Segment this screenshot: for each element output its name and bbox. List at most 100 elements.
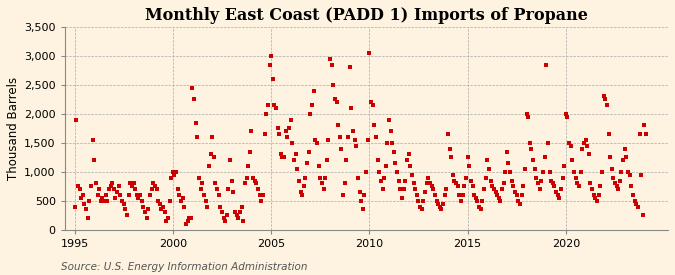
Point: [428, 187, 439, 191]
Point: [589, 193, 599, 197]
Point: [495, 199, 506, 203]
Point: [574, 184, 585, 188]
Point: [279, 155, 290, 160]
Point: [481, 175, 491, 180]
Point: [200, 199, 211, 203]
Point: [240, 181, 250, 186]
Point: [261, 112, 271, 116]
Point: [475, 207, 486, 212]
Point: [457, 193, 468, 197]
Point: [466, 178, 477, 183]
Point: [72, 184, 83, 188]
Point: [569, 170, 580, 174]
Point: [397, 196, 408, 200]
Point: [431, 199, 442, 203]
Point: [605, 155, 616, 160]
Point: [425, 181, 435, 186]
Point: [198, 193, 209, 197]
Point: [212, 187, 223, 191]
Point: [290, 152, 301, 157]
Point: [153, 199, 163, 203]
Point: [169, 172, 180, 177]
Text: Source: U.S. Energy Information Administration: Source: U.S. Energy Information Administ…: [61, 262, 307, 272]
Point: [433, 202, 443, 206]
Point: [493, 196, 504, 200]
Point: [133, 196, 144, 200]
Point: [305, 112, 316, 116]
Point: [238, 219, 248, 223]
Point: [159, 210, 170, 214]
Point: [383, 117, 394, 122]
Point: [209, 155, 219, 160]
Point: [336, 146, 347, 151]
Point: [292, 167, 302, 171]
Y-axis label: Thousand Barrels: Thousand Barrels: [7, 77, 20, 180]
Point: [236, 204, 247, 209]
Point: [207, 135, 217, 139]
Point: [380, 164, 391, 168]
Point: [514, 202, 525, 206]
Point: [122, 213, 132, 218]
Point: [623, 170, 634, 174]
Point: [221, 213, 232, 218]
Point: [148, 181, 159, 186]
Point: [448, 172, 458, 177]
Point: [464, 164, 475, 168]
Point: [362, 138, 373, 142]
Point: [618, 158, 628, 163]
Point: [341, 158, 352, 163]
Title: Monthly East Coast (PADD 1) Imports of Propane: Monthly East Coast (PADD 1) Imports of P…: [145, 7, 588, 24]
Point: [254, 193, 265, 197]
Point: [505, 170, 516, 174]
Point: [366, 100, 377, 104]
Point: [518, 184, 529, 188]
Point: [272, 126, 283, 131]
Point: [144, 193, 155, 197]
Point: [352, 175, 363, 180]
Point: [429, 193, 440, 197]
Point: [583, 152, 594, 157]
Point: [467, 184, 478, 188]
Point: [545, 178, 556, 183]
Point: [479, 187, 489, 191]
Point: [138, 204, 148, 209]
Point: [110, 196, 121, 200]
Point: [405, 164, 416, 168]
Point: [556, 187, 566, 191]
Point: [620, 146, 630, 151]
Point: [298, 184, 309, 188]
Point: [526, 146, 537, 151]
Point: [454, 193, 465, 197]
Point: [508, 184, 519, 188]
Point: [593, 193, 604, 197]
Point: [351, 144, 362, 148]
Point: [451, 181, 462, 186]
Point: [344, 65, 355, 70]
Point: [269, 103, 280, 107]
Point: [166, 175, 177, 180]
Point: [310, 138, 321, 142]
Point: [264, 62, 275, 67]
Point: [520, 167, 531, 171]
Point: [94, 187, 105, 191]
Point: [360, 170, 371, 174]
Point: [95, 199, 106, 203]
Point: [128, 181, 139, 186]
Point: [176, 199, 186, 203]
Point: [359, 193, 370, 197]
Point: [516, 193, 527, 197]
Point: [284, 126, 294, 131]
Point: [452, 184, 463, 188]
Point: [551, 190, 562, 194]
Point: [331, 100, 342, 104]
Point: [70, 204, 80, 209]
Point: [385, 129, 396, 133]
Point: [613, 187, 624, 191]
Point: [167, 170, 178, 174]
Point: [491, 193, 502, 197]
Point: [117, 199, 128, 203]
Point: [549, 184, 560, 188]
Point: [71, 117, 82, 122]
Point: [610, 181, 620, 186]
Point: [343, 135, 354, 139]
